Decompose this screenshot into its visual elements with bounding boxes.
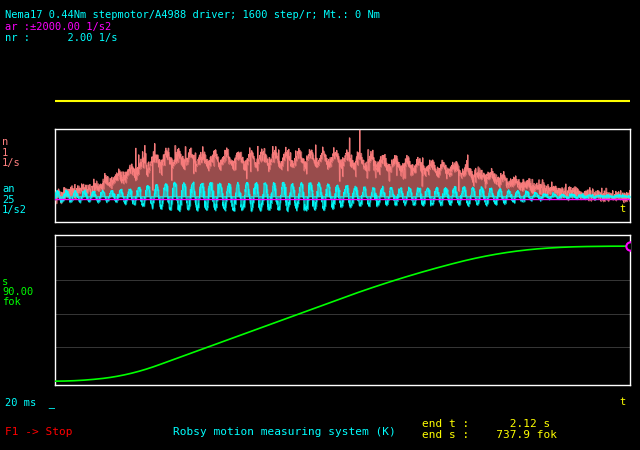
Text: 90.00: 90.00 [2,287,33,297]
Text: t: t [620,204,626,214]
Text: F1 -> Stop: F1 -> Stop [5,427,72,436]
Text: fok: fok [2,297,20,307]
Text: an: an [2,184,15,194]
Text: Nema17 0.44Nm stepmotor/A4988 driver; 1600 step/r; Mt.: 0 Nm: Nema17 0.44Nm stepmotor/A4988 driver; 16… [5,10,380,20]
Text: 1/s: 1/s [2,158,20,168]
Text: end s :    737.9 fok: end s : 737.9 fok [422,430,557,440]
Text: 25: 25 [2,195,15,205]
Text: s: s [2,277,8,287]
Text: 1/s2: 1/s2 [2,205,27,215]
Text: nr :      2.00 1/s: nr : 2.00 1/s [5,33,118,43]
Text: end t :      2.12 s: end t : 2.12 s [422,419,550,429]
Text: 20 ms  _: 20 ms _ [5,397,55,408]
Text: Robsy motion measuring system (K): Robsy motion measuring system (K) [173,427,396,436]
Text: 1: 1 [2,148,8,157]
Text: ar :±2000.00 1/s2: ar :±2000.00 1/s2 [5,22,111,32]
Text: n: n [2,137,8,147]
Text: t: t [620,397,626,407]
